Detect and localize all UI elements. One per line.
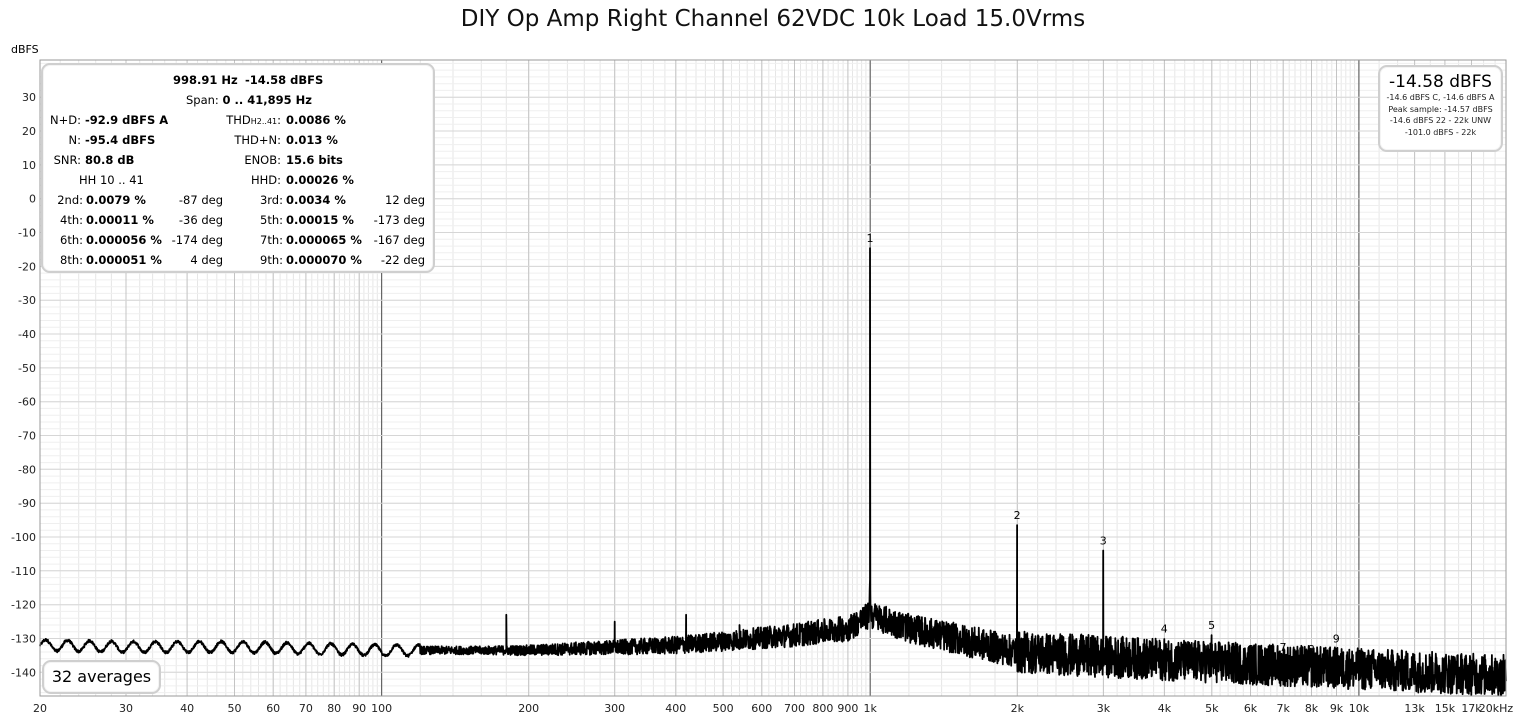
x-tick-label: 7k [1277, 702, 1291, 715]
nd-label: N+D: [50, 113, 81, 127]
harmonic-marker-label: 3 [1100, 535, 1107, 548]
thdn-label: THD+N: [234, 133, 281, 147]
level-readout-panel[interactable]: -14.58 dBFS -14.6 dBFS C, -14.6 dBFS A P… [1378, 65, 1503, 152]
level-noise: -101.0 dBFS - 22k [1404, 127, 1477, 137]
harmonic-marker-label: 4 [1161, 623, 1168, 636]
x-tick-label: 17k [1461, 702, 1482, 715]
level-unweighted: -14.6 dBFS 22 - 22k UNW [1389, 116, 1492, 125]
harmonic-marker-label: 1 [867, 232, 874, 245]
level-weighted: -14.6 dBFS C, -14.6 dBFS A [1386, 93, 1495, 102]
y-tick-label: -130 [11, 633, 36, 646]
averages-badge[interactable]: 32 averages [42, 660, 161, 694]
snr-value: 80.8 dB [85, 153, 135, 167]
x-tick-label: 13k [1404, 702, 1425, 715]
x-tick-label: 20 [33, 702, 47, 715]
y-tick-label: -120 [11, 599, 36, 612]
x-tick-label: 200 [518, 702, 539, 715]
x-tick-label: 70 [299, 702, 313, 715]
x-tick-label: 80 [327, 702, 341, 715]
hh-range-label: HH 10 .. 41 [79, 173, 144, 187]
x-tick-label: 2k [1011, 702, 1025, 715]
level-main-value: -14.58 dBFS [1389, 72, 1492, 92]
harmonic-marker-label: 8 [1308, 643, 1315, 656]
plot-frame [39, 59, 1507, 697]
nd-value: -92.9 dBFS A [85, 113, 169, 127]
y-tick-label: -80 [18, 463, 36, 476]
y-tick-label: -10 [18, 227, 36, 240]
level-peak-sample: Peak sample: -14.57 dBFS [1388, 104, 1493, 114]
x-axis-ticks: 20 30 40 50 60 70 80 90 100 200 300 400 500 600 700 800… [33, 702, 1513, 715]
x-tick-label: 500 [713, 702, 734, 715]
x-tick-label: 600 [751, 702, 772, 715]
enob-label: ENOB: [244, 153, 281, 167]
hhd-label: HHD: [250, 173, 281, 187]
x-tick-label: 400 [665, 702, 686, 715]
x-tick-label: 15k [1435, 702, 1456, 715]
x-tick-label: 700 [784, 702, 805, 715]
x-tick-label: 9k [1330, 702, 1344, 715]
y-tick-label: -100 [11, 531, 36, 544]
x-tick-label: 30 [119, 702, 133, 715]
y-tick-label: -140 [11, 666, 36, 679]
x-tick-label: 4k [1158, 702, 1172, 715]
y-tick-label: -50 [18, 362, 36, 375]
thdn-value: 0.013 % [286, 133, 338, 147]
thd-value: 0.0086 % [286, 113, 346, 127]
x-tick-label: 60 [266, 702, 280, 715]
y-axis-unit: dBFS [11, 43, 39, 56]
x-tick-label: 40 [180, 702, 194, 715]
y-tick-label: 30 [22, 91, 36, 104]
x-tick-label: 90 [352, 702, 366, 715]
chart-title: DIY Op Amp Right Channel 62VDC 10k Load … [460, 6, 1086, 32]
x-tick-label: 300 [604, 702, 625, 715]
harmonic-row: 2nd: 0.0079 % -87 deg 3rd: 0.0034 % 12 d… [57, 193, 425, 207]
harmonic-marker-label: 7 [1280, 641, 1287, 654]
x-tick-label: 900 [837, 702, 858, 715]
harmonic-marker-label: 6 [1247, 643, 1254, 656]
measurement-panel[interactable]: 998.91 Hz -14.58 dBFS Span: 0 .. 41,895 … [41, 63, 435, 273]
y-tick-label: 20 [22, 125, 36, 138]
harmonic-marker-label: 9 [1333, 633, 1340, 646]
x-tick-label: 8k [1305, 702, 1319, 715]
y-tick-label: -90 [18, 497, 36, 510]
harmonic-row: 6th: 0.000056 % -174 deg 7th: 0.000065 %… [60, 233, 425, 247]
x-tick-label: 800 [812, 702, 833, 715]
y-tick-label: -70 [18, 430, 36, 443]
harmonic-row: 8th: 0.000051 % 4 deg 9th: 0.000070 % -2… [60, 253, 425, 267]
harmonic-markers: 1 2 3 4 5 6 7 8 9 [867, 232, 1340, 656]
fundamental-level: -14.58 dBFS [245, 73, 324, 87]
enob-value: 15.6 bits [286, 153, 343, 167]
spectrum-trace [39, 247, 1507, 697]
noise-label: N: [68, 133, 81, 147]
x-tick-label: 3k [1097, 702, 1111, 715]
span-label: Span: [186, 93, 219, 107]
y-tick-label: -40 [18, 328, 36, 341]
thd-label: THDH2..41: [226, 113, 281, 127]
y-axis-ticks: 30 20 10 0 -10 -20 -30 -40 -50 -60 -70 -80 -90 -100 -1… [11, 91, 36, 679]
snr-label: SNR: [53, 153, 81, 167]
y-tick-label: 10 [22, 159, 36, 172]
harmonic-marker-label: 5 [1208, 619, 1215, 632]
harmonic-row: 4th: 0.00011 % -36 deg 5th: 0.00015 % -1… [60, 213, 425, 227]
x-tick-label: 6k [1244, 702, 1258, 715]
x-tick-label: 20kHz [1479, 702, 1514, 715]
x-tick-label: 50 [228, 702, 242, 715]
x-tick-label: 5k [1205, 702, 1219, 715]
span-value: 0 .. 41,895 Hz [222, 93, 312, 107]
x-tick-label: 1k [864, 702, 878, 715]
fundamental-frequency: 998.91 Hz [173, 73, 238, 87]
x-tick-label: 100 [371, 702, 392, 715]
harmonic-marker-label: 2 [1014, 509, 1021, 522]
y-tick-label: -20 [18, 260, 36, 273]
hhd-value: 0.00026 % [286, 173, 354, 187]
x-tick-label: 10k [1349, 702, 1370, 715]
y-tick-label: -60 [18, 396, 36, 409]
y-tick-label: -30 [18, 294, 36, 307]
y-tick-label: 0 [29, 193, 36, 206]
y-tick-label: -110 [11, 565, 36, 578]
noise-value: -95.4 dBFS [85, 133, 156, 147]
